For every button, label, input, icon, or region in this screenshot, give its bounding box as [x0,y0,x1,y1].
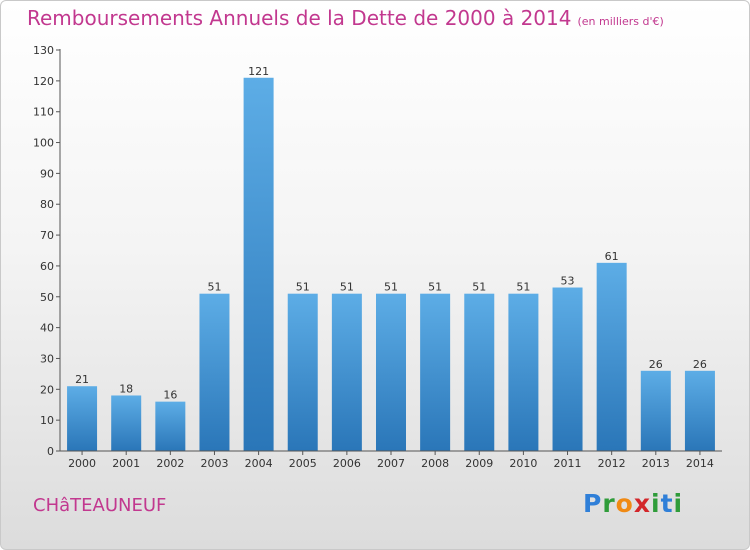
y-tick-label: 20 [40,383,54,396]
bar [331,293,362,451]
x-tick-label: 2008 [421,457,449,470]
proxiti-logo: Proxiti [583,489,684,518]
y-tick-label: 0 [47,445,54,458]
bar [111,395,142,451]
x-tick-label: 2005 [289,457,317,470]
data-label: 26 [693,358,707,371]
y-tick-label: 90 [40,167,54,180]
bar [420,293,451,451]
x-tick-label: 2014 [686,457,714,470]
x-tick-label: 2001 [112,457,140,470]
data-label: 121 [248,65,269,78]
y-tick-label: 70 [40,229,54,242]
town-name: CHâTEAUNEUF [33,495,167,516]
y-tick-label: 30 [40,352,54,365]
data-label: 21 [75,373,89,386]
bar [67,386,98,451]
data-label: 51 [340,281,354,294]
y-tick-label: 60 [40,260,54,273]
bar [552,287,583,451]
data-label: 18 [119,382,133,395]
x-tick-label: 2006 [333,457,361,470]
y-tick-label: 100 [33,137,54,150]
chart-title: Remboursements Annuels de la Dette de 20… [27,6,664,30]
data-label: 51 [472,281,486,294]
data-label: 51 [384,281,398,294]
chart-title-text: Remboursements Annuels de la Dette de 20… [27,6,572,30]
bar [199,293,230,451]
data-label: 16 [163,389,177,402]
data-label: 53 [561,275,575,288]
bar [640,370,671,451]
y-tick-label: 110 [33,106,54,119]
data-label: 26 [649,358,663,371]
y-tick-label: 40 [40,322,54,335]
bar [376,293,406,451]
y-axis: 0 10 20 30 40 50 60 70 80 90 100 110 120 130 [33,44,61,458]
bar [464,293,495,451]
x-tick-label: 2011 [554,457,582,470]
data-label: 51 [428,281,442,294]
x-tick-label: 2000 [68,457,96,470]
chart-subtitle: (en milliers d'€) [577,15,664,28]
data-label: 51 [516,281,530,294]
x-tick-label: 2009 [465,457,493,470]
y-tick-label: 80 [40,198,54,211]
y-tick-label: 120 [33,75,54,88]
bar [508,293,539,451]
bars [67,77,715,451]
data-label: 51 [296,281,310,294]
y-tick-label: 50 [40,291,54,304]
data-label: 51 [207,281,221,294]
x-axis: 2000 2001 2002 2003 2004 2005 2006 2007 2008 2009… [60,450,722,470]
bar [155,401,186,451]
bar [596,262,627,451]
data-labels: 21 18 16 51 121 51 51 51 51 51 51 53 61 26 26 [75,65,707,402]
x-tick-label: 2013 [642,457,670,470]
bar [243,77,274,451]
x-tick-label: 2003 [200,457,228,470]
y-tick-label: 130 [33,44,54,57]
x-tick-label: 2004 [245,457,273,470]
bar [287,293,318,451]
x-tick-label: 2012 [598,457,626,470]
y-tick-label: 10 [40,414,54,427]
x-tick-label: 2007 [377,457,405,470]
data-label: 61 [605,250,619,263]
bar [684,370,715,451]
x-tick-label: 2002 [156,457,184,470]
x-tick-label: 2010 [509,457,537,470]
